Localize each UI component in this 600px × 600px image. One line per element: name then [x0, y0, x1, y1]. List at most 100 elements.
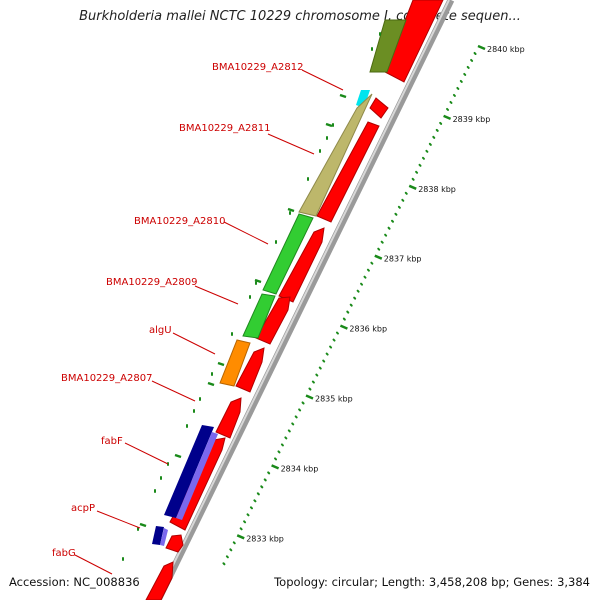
- scale-minor-tick: [246, 513, 250, 517]
- scale-minor-tick: [470, 58, 474, 62]
- scale-minor-tick: [253, 499, 257, 503]
- scale-minor-tick: [274, 457, 278, 461]
- scale-minor-tick: [459, 79, 463, 83]
- scale-minor-tick: [463, 72, 467, 76]
- cog-bands: [152, 19, 407, 546]
- scale-minor-tick: [342, 317, 346, 321]
- inner-dotted-ring: [122, 32, 381, 561]
- accession-label: Accession: NC_008836: [9, 575, 140, 589]
- cog-band-orange: [219, 339, 251, 387]
- cds-arrow: [255, 296, 291, 345]
- gene-label: fabG: [52, 548, 76, 559]
- scale-tick-label: 2839 kbp: [453, 115, 491, 124]
- scale-minor-tick: [267, 471, 271, 475]
- scale-minor-tick: [425, 149, 429, 153]
- scale-major-tick: [443, 114, 452, 121]
- cog-band-navy: [164, 425, 214, 518]
- scale-major-tick: [236, 534, 245, 540]
- scale-minor-tick: [232, 541, 236, 545]
- gene-label: BMA10229_A2810: [134, 216, 225, 227]
- cds-arrow: [145, 561, 174, 600]
- scale-minor-tick: [432, 135, 436, 139]
- scale-minor-tick: [377, 247, 381, 251]
- scale-minor-tick: [360, 282, 364, 286]
- scale-minor-tick: [294, 415, 298, 419]
- scale-minor-tick: [322, 359, 326, 363]
- scale-minor-tick: [287, 429, 291, 433]
- scale-minor-tick: [256, 492, 260, 496]
- cds-arrow: [278, 227, 325, 303]
- gene-label: acpP: [71, 503, 95, 514]
- scale-minor-tick: [356, 289, 360, 293]
- scale-minor-tick: [380, 240, 384, 244]
- scale-minor-tick: [329, 345, 333, 349]
- scale-minor-tick: [325, 352, 329, 356]
- scale-minor-tick: [384, 233, 388, 237]
- scale-minor-tick: [415, 170, 419, 174]
- scale-minor-tick: [311, 380, 315, 384]
- scale-minor-tick: [280, 443, 284, 447]
- scale-minor-tick: [439, 121, 443, 125]
- scale-minor-tick: [411, 177, 415, 181]
- scale-minor-tick: [249, 506, 253, 510]
- backbone-highlight: [155, 0, 450, 600]
- scale-minor-tick: [263, 478, 267, 482]
- gene-label: BMA10229_A2811: [179, 123, 270, 134]
- backbone-line: [154, 0, 455, 600]
- cds-arrows: [145, 0, 444, 600]
- scale-major-tick: [374, 254, 383, 260]
- cds-arrow: [316, 121, 380, 223]
- scale-minor-tick: [291, 422, 295, 426]
- scale-minor-tick: [366, 268, 370, 272]
- scale-major-tick: [339, 324, 348, 330]
- scale-major-tick: [477, 44, 486, 51]
- scale-minor-tick: [449, 100, 453, 104]
- scale-minor-tick: [335, 331, 339, 335]
- scale-minor-tick: [466, 65, 470, 69]
- scale-minor-tick: [446, 107, 450, 111]
- scale-major-tick: [305, 394, 314, 400]
- scale-minor-tick: [243, 520, 247, 524]
- cog-band-slate: [176, 432, 218, 520]
- scale-major-tick: [408, 184, 417, 190]
- scale-minor-tick: [260, 485, 264, 489]
- scale-minor-tick: [225, 555, 229, 559]
- cog-band-green: [242, 293, 276, 339]
- scale-tick-label: 2836 kbp: [349, 325, 387, 334]
- scale-minor-tick: [308, 387, 312, 391]
- cds-arrow: [165, 534, 184, 553]
- cog-band-navy: [152, 526, 164, 545]
- gene-label: BMA10229_A2807: [61, 373, 152, 384]
- scale-tick-label: 2838 kbp: [418, 185, 456, 194]
- scale-minor-tick: [394, 212, 398, 216]
- gene-label: BMA10229_A2809: [106, 277, 197, 288]
- gene-labels: BMA10229_A2812 BMA10229_A2811 BMA10229_A…: [52, 62, 303, 559]
- scale-minor-tick: [391, 219, 394, 223]
- gene-label: fabF: [101, 436, 123, 447]
- scale-minor-tick: [298, 408, 302, 412]
- scale-minor-tick: [239, 527, 243, 531]
- cds-arrow: [215, 397, 242, 439]
- scale-minor-tick: [301, 401, 305, 405]
- scale-ruler: 2840 kbp 2839 kbp 2838 kbp 2837 kbp 2836 kbp…: [222, 44, 525, 566]
- scale-minor-tick: [404, 191, 408, 195]
- gene-label: algU: [149, 325, 172, 336]
- scale-minor-tick: [277, 450, 281, 454]
- scale-minor-tick: [363, 275, 367, 279]
- gene-label-leaders: [74, 69, 344, 575]
- cog-band-cyan: [356, 90, 370, 108]
- scale-minor-tick: [353, 296, 357, 300]
- inner-ring-dashes: [139, 93, 347, 528]
- scale-minor-tick: [387, 226, 391, 230]
- scale-major-tick: [271, 464, 280, 470]
- scale-minor-tick: [370, 261, 374, 265]
- cog-band-khaki: [298, 93, 373, 217]
- scale-tick-label: 2837 kbp: [384, 255, 422, 264]
- scale-tick-label: 2835 kbp: [315, 395, 353, 404]
- scale-minor-tick: [315, 373, 319, 377]
- scale-minor-tick: [349, 303, 353, 307]
- scale-minor-tick: [346, 310, 350, 314]
- scale-minor-tick: [456, 86, 460, 90]
- scale-minor-tick: [418, 163, 422, 167]
